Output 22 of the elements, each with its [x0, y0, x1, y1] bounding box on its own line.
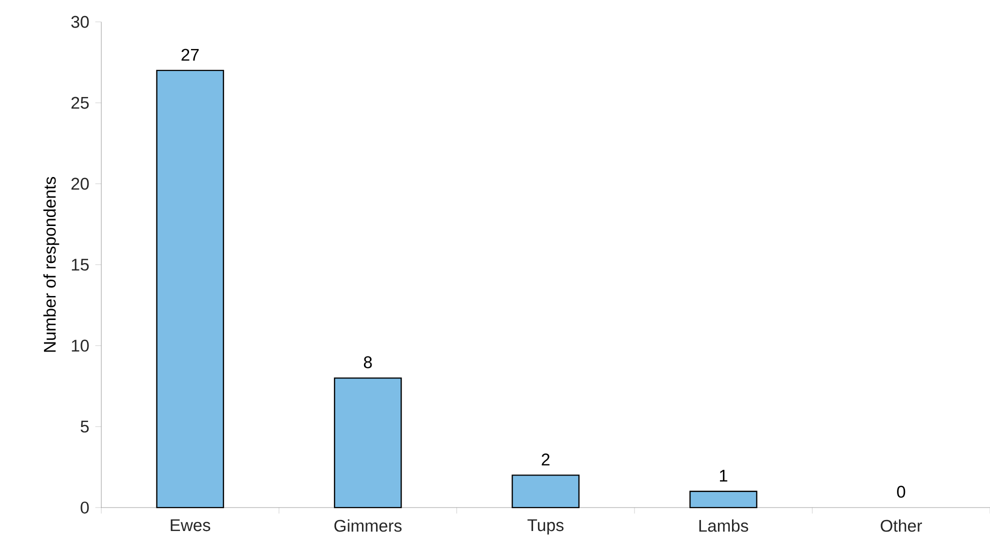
y-tick-label: 0 — [80, 501, 89, 514]
y-tick-label: 5 — [80, 420, 89, 432]
x-tick-label: Tups — [528, 519, 564, 534]
data-label: 1 — [720, 470, 728, 482]
bar — [689, 490, 758, 508]
y-tick-label: 30 — [71, 16, 89, 28]
y-axis-title: Number of respondents — [43, 176, 60, 352]
data-label: 0 — [897, 486, 906, 498]
data-label: 27 — [182, 48, 199, 60]
y-tick-label: 10 — [72, 340, 89, 352]
bar — [512, 474, 580, 508]
y-tick-label: 15 — [72, 258, 89, 270]
bar — [334, 377, 402, 508]
x-tick-label: Ewes — [170, 519, 210, 532]
x-tick-label: Other — [880, 519, 922, 532]
data-label: 8 — [364, 356, 372, 368]
bar — [156, 70, 224, 508]
y-tick-label: 25 — [71, 96, 89, 109]
x-tick-label: Gimmers — [334, 519, 402, 532]
x-tick-label: Lambs — [699, 519, 748, 532]
data-label: 2 — [542, 453, 550, 466]
y-tick-label: 20 — [71, 178, 89, 190]
